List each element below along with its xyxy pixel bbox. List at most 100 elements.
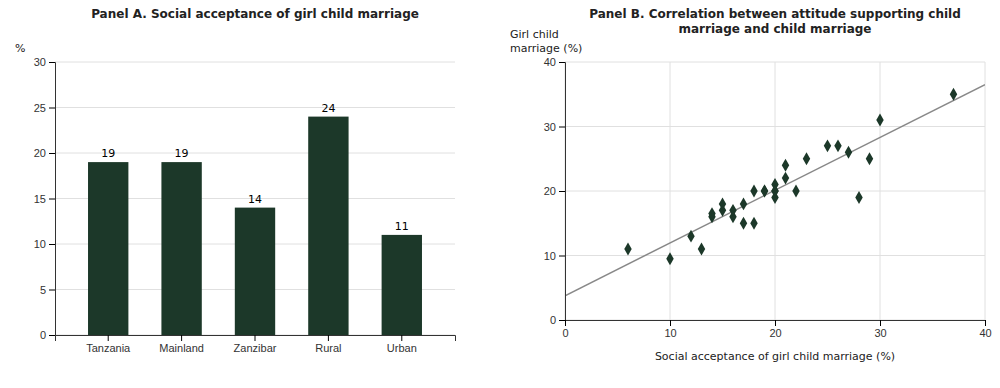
- x-tick-mark: [565, 320, 566, 326]
- y-tick-label: 10: [544, 250, 556, 262]
- y-tick: 40: [544, 56, 565, 68]
- x-tick-label: Zanzibar: [234, 342, 277, 354]
- point: [771, 185, 778, 198]
- chart-svg: 0 5 10 15 20 25 30 Tanzania Mainland Zanzibar Rura…: [0, 0, 1000, 388]
- data-label: 14: [248, 193, 262, 206]
- x-tick-mark: [108, 335, 109, 341]
- x-tick-label: Rural: [315, 342, 341, 354]
- axis-line: [49, 63, 56, 336]
- x-tick-mark: [255, 335, 256, 341]
- y-axis-title-line: Girl child: [510, 28, 559, 41]
- y-tick-label: 20: [544, 185, 556, 197]
- x-axis: 0 10 20 30 40: [562, 320, 991, 339]
- axis-line: [566, 321, 986, 327]
- bar: [88, 162, 128, 335]
- point: [719, 197, 726, 210]
- x-tick: Rural: [315, 335, 341, 354]
- point: [782, 172, 789, 185]
- y-tick: 5: [40, 284, 55, 296]
- y-tick: 20: [544, 185, 565, 197]
- point: [698, 243, 705, 256]
- point: [740, 197, 747, 210]
- data-labels: 1919142411: [101, 102, 409, 233]
- axis-line: [559, 63, 566, 321]
- point: [792, 185, 799, 198]
- y-tick-label: 0: [40, 329, 46, 341]
- panel: 051015202530TanzaniaMainlandZanzibarRura…: [15, 7, 456, 354]
- y-tick: 0: [550, 314, 565, 326]
- y-tick-label: 30: [544, 121, 556, 133]
- grid: [55, 62, 455, 335]
- title-line: Panel B. Correlation between attitude su…: [589, 7, 961, 21]
- point: [624, 243, 631, 256]
- x-tick-mark: [775, 320, 776, 326]
- x-tick-label: Tanzania: [86, 342, 131, 354]
- grid-line: [55, 62, 455, 63]
- bar: [382, 235, 422, 335]
- y-tick: 0: [40, 329, 55, 341]
- y-tick-label: 0: [550, 314, 556, 326]
- y-tick-mark: [49, 244, 55, 245]
- title: Panel B. Correlation between attitude su…: [589, 7, 961, 36]
- y-tick-mark: [49, 290, 55, 291]
- y-tick-mark: [559, 62, 565, 63]
- chart-container: 0 5 10 15 20 25 30 Tanzania Mainland Zanzibar Rura…: [0, 0, 1000, 388]
- point: [687, 230, 694, 243]
- marks: [565, 85, 985, 296]
- y-axis-title-line: %: [15, 42, 25, 55]
- point: [845, 146, 852, 159]
- grid-line: [55, 107, 455, 108]
- x-tick-mark: [181, 335, 182, 341]
- point: [824, 139, 831, 152]
- x-tick-mark: [880, 320, 881, 326]
- x-tick: Zanzibar: [234, 335, 277, 354]
- y-tick-label: 30: [34, 56, 46, 68]
- x-tick-label: 20: [769, 327, 781, 339]
- y-tick-mark: [49, 62, 55, 63]
- x-axis: Tanzania Mainland Zanzibar Rural Urban: [56, 335, 456, 354]
- x-tick-label: 30: [874, 327, 886, 339]
- point: [740, 217, 747, 230]
- point: [750, 185, 757, 198]
- x-tick: 40: [979, 320, 991, 339]
- x-tick-label: Urban: [387, 342, 417, 354]
- x-tick-label: 0: [562, 327, 568, 339]
- y-axis: 051015202530: [34, 56, 56, 341]
- y-tick: 25: [34, 102, 55, 114]
- x-tick: 20: [769, 320, 781, 339]
- y-tick: 30: [34, 56, 55, 68]
- y-tick: 15: [34, 193, 55, 205]
- x-tick-label: 40: [979, 327, 991, 339]
- bar: [235, 208, 275, 335]
- y-axis-title: Girl childmarriage (%): [510, 28, 582, 55]
- y-tick-mark: [49, 153, 55, 154]
- x-tick-mark: [985, 320, 986, 326]
- title-line: Panel A. Social acceptance of girl child…: [91, 7, 419, 21]
- y-tick: 30: [544, 121, 565, 133]
- bar: [161, 162, 201, 335]
- y-tick-label: 40: [544, 56, 556, 68]
- x-tick-label: Mainland: [159, 342, 204, 354]
- point: [761, 185, 768, 198]
- point: [866, 152, 873, 165]
- data-label: 19: [101, 147, 115, 160]
- y-tick-label: 10: [34, 238, 46, 250]
- x-tick: Urban: [387, 335, 417, 354]
- point: [782, 159, 789, 172]
- bars: [88, 117, 422, 335]
- point: [876, 114, 883, 127]
- grid: [565, 62, 985, 320]
- point: [761, 185, 768, 198]
- x-tick-label: 10: [664, 327, 676, 339]
- grid-line: [880, 62, 881, 320]
- title: Panel A. Social acceptance of girl child…: [91, 7, 419, 21]
- y-tick-mark: [559, 320, 565, 321]
- x-tick-mark: [328, 335, 329, 341]
- data-label: 11: [395, 220, 409, 233]
- point: [666, 252, 673, 265]
- x-axis-title: Social acceptance of girl child marriage…: [655, 350, 895, 363]
- y-tick-mark: [559, 127, 565, 128]
- point: [771, 185, 778, 198]
- data-label: 19: [175, 147, 189, 160]
- y-tick-mark: [49, 335, 55, 336]
